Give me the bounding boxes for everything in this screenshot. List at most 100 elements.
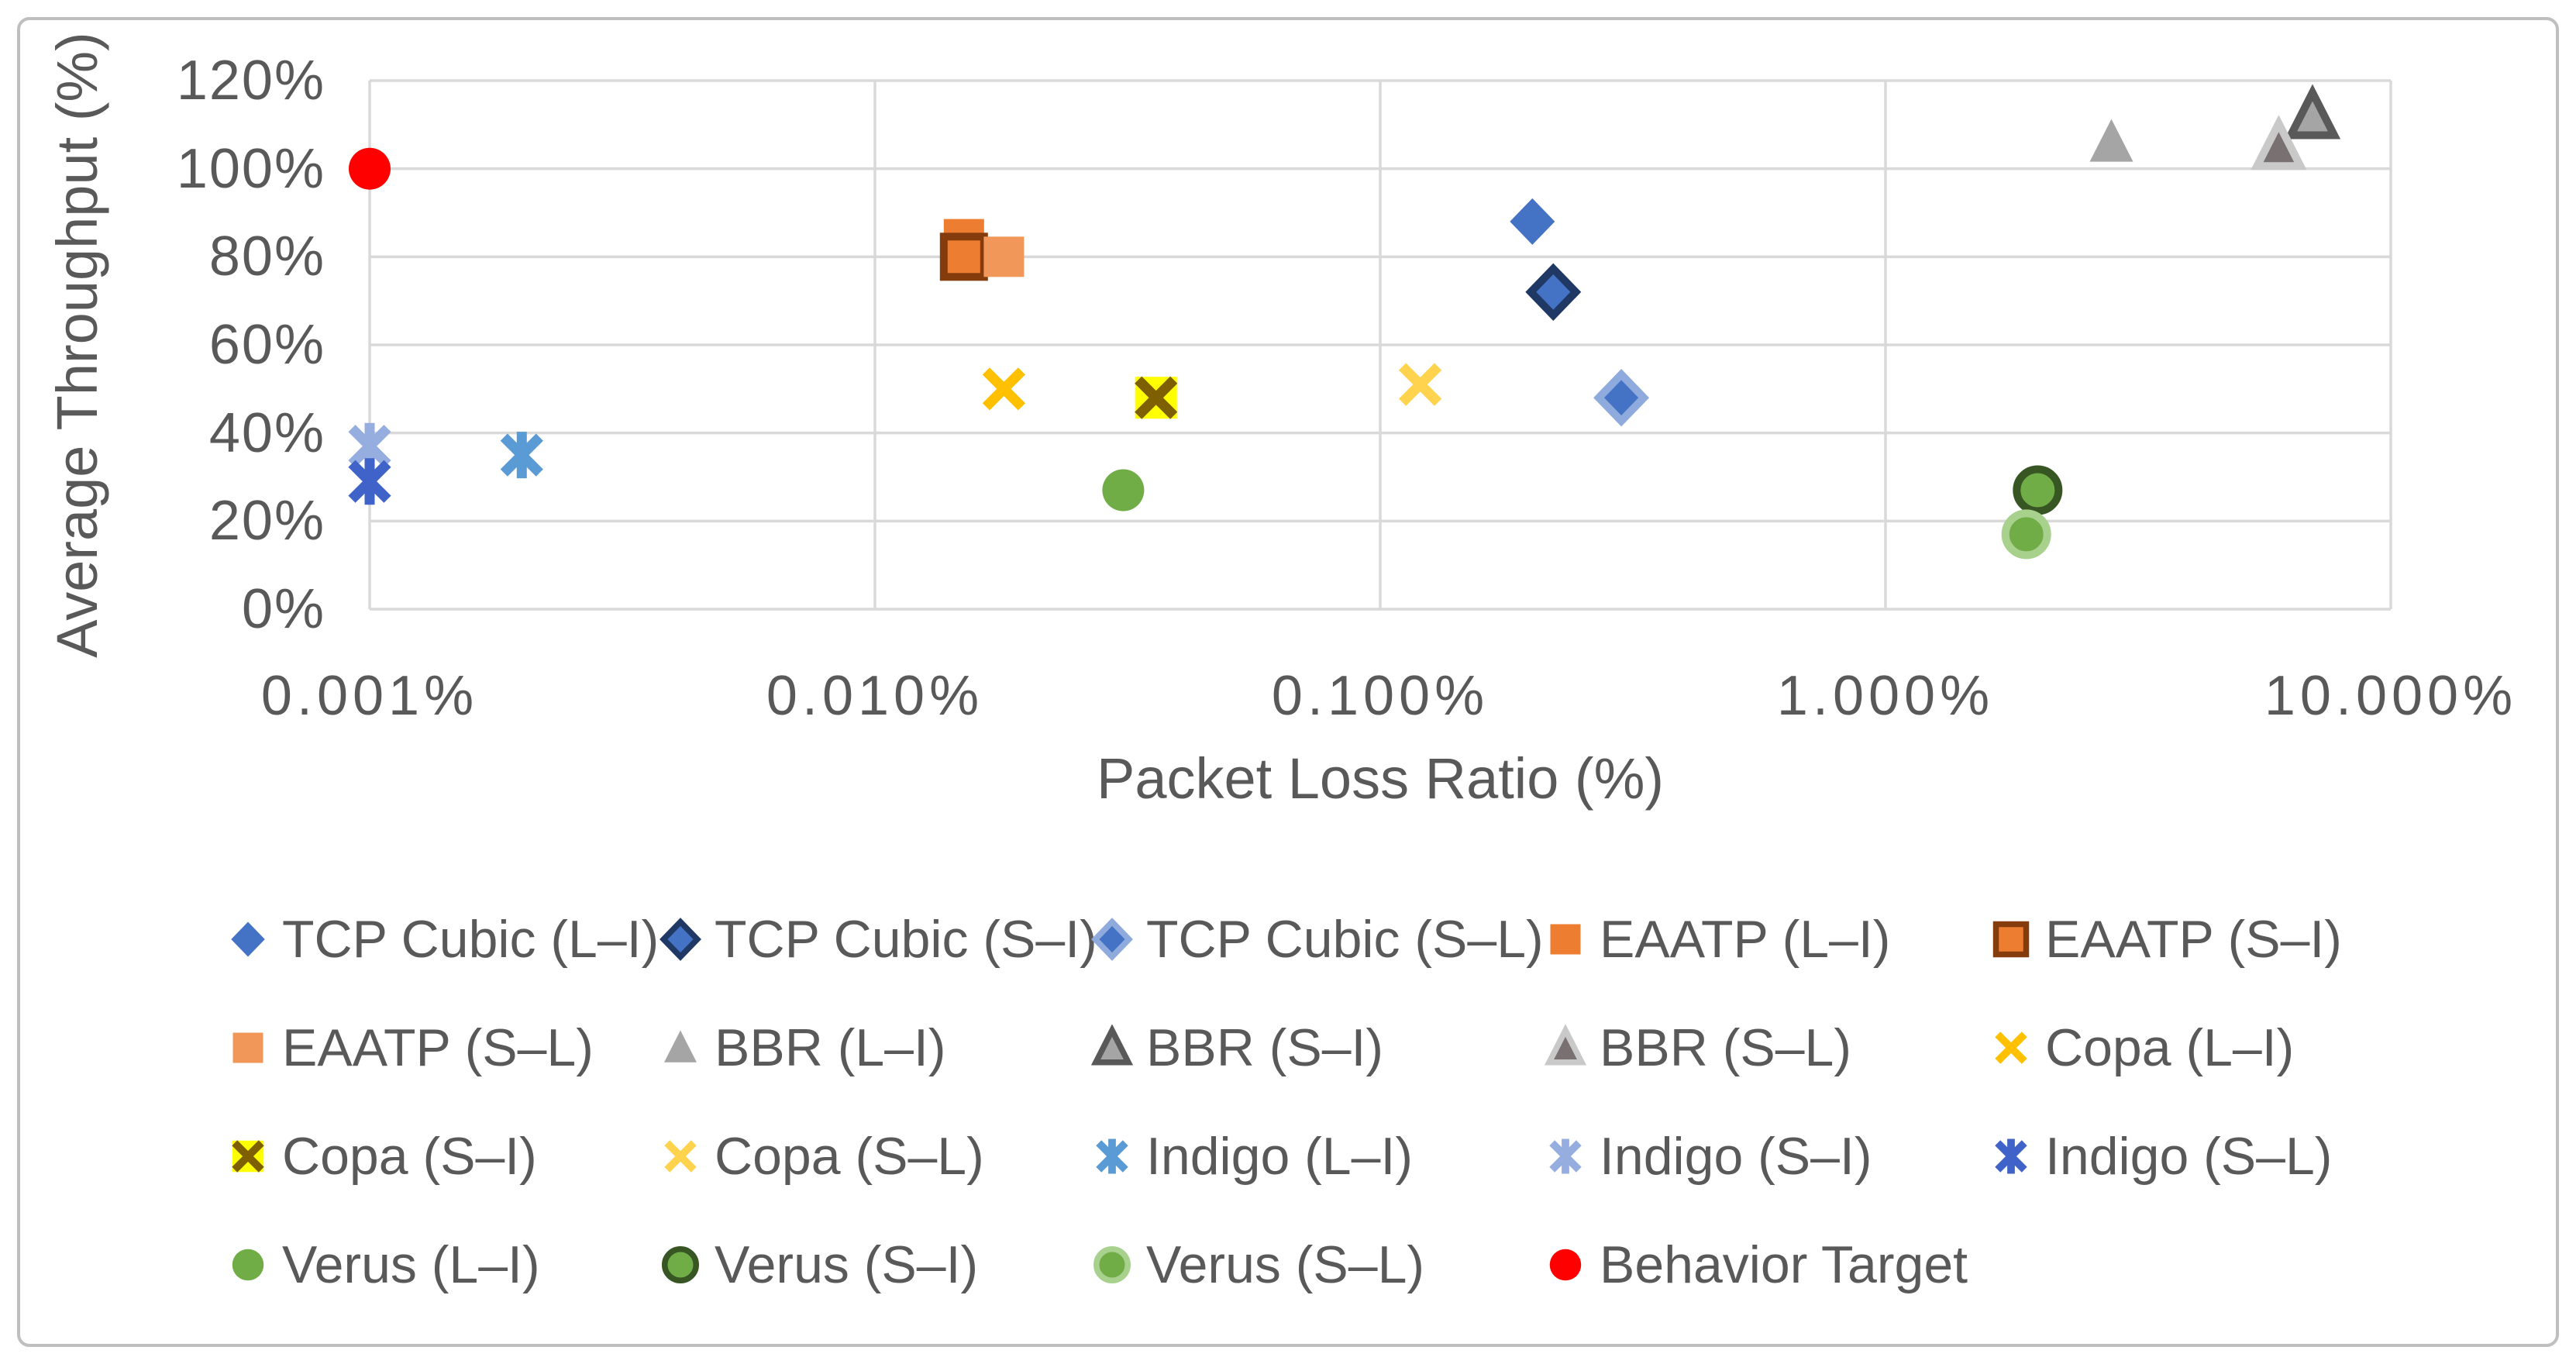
legend-item: EAATP (S–L) [225,1018,594,1077]
series-Verus (S–I) [2013,465,2063,515]
data-point [348,458,391,505]
data-point [2284,84,2341,140]
x-tick-label: 0.001% [260,665,479,727]
series-TCP Cubic (L–I) [1510,198,1555,245]
star-marker-icon [1096,1138,1128,1174]
circle-marker-icon [662,1246,699,1283]
legend-label: EAATP (L–I) [1600,910,1891,969]
y-tick-label: 20% [208,490,325,553]
data-point [2001,509,2051,560]
data-point [1510,198,1555,245]
series-EAATP (S–L) [983,236,1025,277]
x-tick-label: 0.010% [766,665,984,727]
legend-label: BBR (L–I) [715,1018,946,1077]
legend-label: Indigo (L–I) [1146,1127,1413,1186]
data-point [982,367,1025,411]
x-axis-title: Packet Loss Ratio (%) [1096,746,1665,811]
data-point [2013,465,2063,515]
legend-item: TCP Cubic (S–L) [1089,910,1544,969]
legend-item: Verus (S–I) [657,1235,978,1294]
legend-item: Verus (L–I) [225,1235,540,1294]
legend-label: TCP Cubic (L–I) [282,910,659,969]
data-point [1399,363,1442,406]
x-marker-icon [232,1140,264,1173]
legend-label: Verus (S–I) [715,1235,979,1294]
data-point [349,147,391,190]
diamond-marker-icon [659,918,701,961]
series-Indigo (S–L) [348,458,391,505]
legend-label: Indigo (S–L) [2045,1127,2333,1186]
legend-label: Behavior Target [1600,1235,1968,1294]
legend-item: TCP Cubic (S–I) [657,910,1097,969]
series-Copa (S–L) [1399,363,1442,406]
legend-label: Copa (S–L) [715,1127,984,1186]
legend-label: EAATP (S–L) [282,1018,594,1077]
series-Indigo (L–I) [500,432,543,479]
legend-label: EAATP (S–I) [2045,910,2342,969]
data-point [500,432,543,479]
legend-label: BBR (S–I) [1146,1018,1384,1077]
star-marker-icon [1995,1138,2027,1174]
data-point [1102,469,1145,512]
y-tick-label: 0% [241,578,325,640]
data-point [1135,376,1178,419]
y-tick-label: 40% [208,401,325,464]
series-TCP Cubic (S–L) [1593,369,1650,427]
legend-item: BBR (L–I) [657,1018,946,1077]
legend-item: Copa (S–I) [225,1127,537,1186]
data-point [939,232,988,281]
series-TCP Cubic (S–I) [1525,263,1582,321]
legend-label: Verus (S–L) [1146,1235,1425,1294]
series-Verus (L–I) [1102,469,1145,512]
legend-item: Indigo (S–I) [1542,1127,1872,1186]
diamond-marker-icon [1091,918,1133,961]
legend-item: Verus (S–L) [1089,1235,1424,1294]
series-Behavior Target [349,147,391,190]
series-BBR (L–I) [2089,119,2133,162]
y-tick-label: 80% [208,226,325,288]
series-BBR (S–I) [2284,84,2341,140]
legend-label: BBR (S–L) [1600,1018,1851,1077]
data-point [2089,119,2133,162]
legend-label: TCP Cubic (S–I) [715,910,1097,969]
legend-item: EAATP (L–I) [1542,910,1890,969]
legend-item: Copa (S–L) [657,1127,984,1186]
series-Copa (S–I) [1135,376,1178,419]
y-tick-label: 120% [176,50,325,112]
legend-item: Indigo (L–I) [1089,1127,1413,1186]
legend-item: Behavior Target [1542,1235,1968,1294]
legend-label: Copa (S–I) [282,1127,537,1186]
x-tick-label: 10.000% [2264,665,2518,727]
y-tick-label: 60% [208,314,325,376]
square-marker-icon [232,1032,263,1063]
legend-label: Verus (L–I) [282,1235,540,1294]
legend-label: TCP Cubic (S–L) [1146,910,1544,969]
circle-marker-icon [1549,1249,1582,1281]
circle-marker-icon [1093,1246,1131,1283]
legend-item: EAATP (S–I) [1988,910,2342,969]
y-axis-title: Average Throughput (%) [45,32,109,658]
diamond-marker-icon [231,921,265,957]
legend-label: Indigo (S–I) [1600,1127,1872,1186]
legend-item: BBR (S–L) [1542,1018,1851,1077]
triangle-marker-icon [1544,1025,1587,1066]
x-tick-label: 1.000% [1776,665,1995,727]
star-marker-icon [1549,1138,1582,1174]
y-tick-label: 100% [176,137,325,200]
triangle-marker-icon [1090,1025,1134,1066]
series-Verus (S–L) [2001,509,2051,560]
triangle-marker-icon [664,1030,697,1063]
data-point [1525,263,1582,321]
series-Copa (L–I) [982,367,1025,411]
legend-label: Copa (L–I) [2045,1018,2295,1077]
data-point [1593,369,1650,427]
circle-marker-icon [232,1249,264,1281]
series-EAATP (S–I) [939,232,988,281]
data-point [2251,115,2307,170]
x-marker-icon [1995,1032,2027,1064]
square-marker-icon [1992,921,2030,958]
square-marker-icon [1550,924,1581,955]
data-point [983,236,1025,277]
